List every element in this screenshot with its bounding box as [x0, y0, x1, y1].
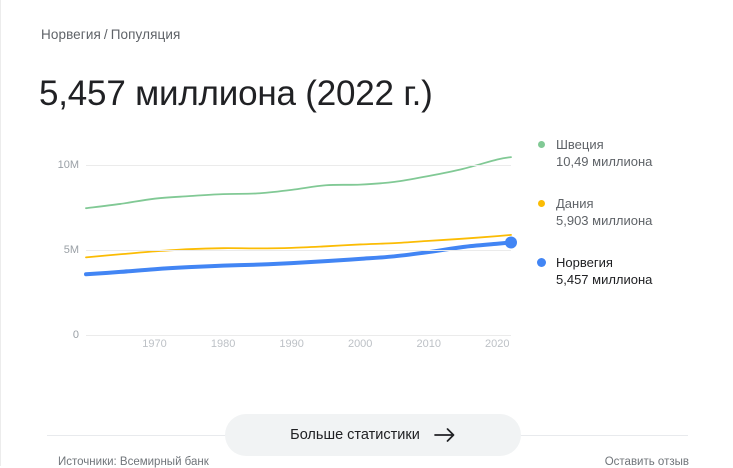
legend-color-dot-icon: [538, 141, 545, 148]
legend-item[interactable]: Дания 5,903 миллиона: [538, 195, 718, 230]
breadcrumb-country[interactable]: Норвегия: [41, 27, 101, 42]
chart-legend: Швеция 10,49 миллиона Дания 5,903 миллиона Н…: [537, 136, 718, 313]
page-title: 5,457 миллиона (2022 г.): [39, 74, 433, 113]
x-axis-tick-label: 2010: [416, 338, 441, 350]
chart-series-svg: [84, 156, 517, 277]
more-statistics-label: Больше статистики: [290, 427, 420, 443]
breadcrumb-topic[interactable]: Популяция: [110, 27, 181, 42]
chart-line-швеция: [85, 156, 512, 210]
legend-color-dot-icon: [537, 258, 546, 267]
arrow-right-icon: [433, 428, 456, 442]
legend-item[interactable]: Норвегия 5,457 миллиона: [537, 254, 718, 289]
gridline: [86, 335, 511, 336]
feedback-link[interactable]: Оставить отзыв: [604, 456, 689, 468]
legend-series-name: Дания: [556, 196, 594, 211]
y-axis-tick-label: 0: [72, 329, 79, 341]
more-statistics-button[interactable]: Больше статистики: [225, 414, 521, 456]
y-axis-tick-label: 5M: [63, 244, 79, 257]
y-axis-tick-label: 10M: [57, 159, 79, 172]
legend-series-value: 10,49 миллиона: [556, 154, 653, 169]
x-axis-tick-label: 1990: [279, 338, 304, 350]
x-axis-tick-label: 1980: [210, 338, 236, 350]
source-note: Источники: Всемирный банк: [58, 456, 209, 468]
x-axis-tick-label: 2020: [485, 338, 510, 350]
y-axis: 10M 5M 0: [41, 140, 79, 341]
population-line-chart: 10M 5M 0 1970 1980 1990 2000 2010 2020: [41, 132, 521, 352]
breadcrumb-separator: /: [103, 27, 108, 42]
gridline: [86, 250, 511, 252]
breadcrumb: Норвегия / Популяция: [41, 27, 180, 42]
x-axis-tick-label: 2000: [347, 338, 373, 350]
legend-color-dot-icon: [538, 200, 545, 207]
legend-series-value: 5,903 миллиона: [556, 213, 653, 228]
legend-series-name: Норвегия: [556, 255, 613, 270]
x-axis-tick-label: 1970: [142, 338, 167, 350]
chart-endpoint-marker: [505, 236, 517, 249]
legend-series-value: 5,457 миллиона: [556, 272, 653, 287]
gridline: [86, 165, 511, 167]
legend-item[interactable]: Швеция 10,49 миллиона: [538, 136, 718, 171]
chart-plot-area: [84, 140, 517, 336]
legend-series-name: Швеция: [556, 137, 604, 152]
chart-line-дания: [85, 234, 512, 259]
x-axis: 1970 1980 1990 2000 2010 2020: [86, 338, 511, 354]
chart-line-норвегия: [84, 240, 513, 277]
